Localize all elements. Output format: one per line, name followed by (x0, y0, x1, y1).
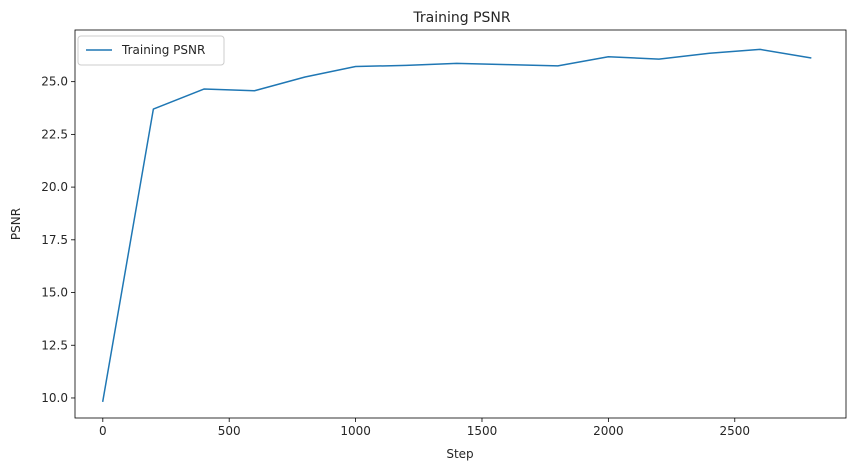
x-tick-label: 0 (99, 424, 107, 438)
y-tick-label: 22.5 (41, 127, 68, 141)
x-tick-label: 1500 (467, 424, 498, 438)
y-tick-label: 17.5 (41, 233, 68, 247)
y-axis-label: PSNR (9, 208, 23, 240)
y-tick-label: 25.0 (41, 75, 68, 89)
y-tick-label: 10.0 (41, 391, 68, 405)
chart-title: Training PSNR (412, 10, 510, 26)
x-tick-label: 2500 (720, 424, 751, 438)
legend-label: Training PSNR (121, 43, 205, 57)
y-tick-label: 20.0 (41, 180, 68, 194)
x-axis-ticks: 0 500 1000 1500 2000 2500 (99, 418, 750, 438)
axes-frame (74, 29, 847, 419)
plot-area (101, 48, 812, 402)
series-line-0 (101, 48, 812, 402)
legend-box (77, 35, 225, 66)
x-tick-label: 2000 (593, 424, 624, 438)
y-axis-ticks: 10.0 12.5 15.0 17.5 20.0 22.5 25.0 (41, 75, 75, 405)
y-tick-label: 15.0 (41, 286, 68, 300)
x-tick-label: 1000 (340, 424, 371, 438)
legend: Training PSNR (77, 35, 225, 66)
y-tick-label: 12.5 (41, 338, 68, 352)
x-tick-label: 500 (218, 424, 241, 438)
x-axis-label: Step (446, 447, 473, 461)
